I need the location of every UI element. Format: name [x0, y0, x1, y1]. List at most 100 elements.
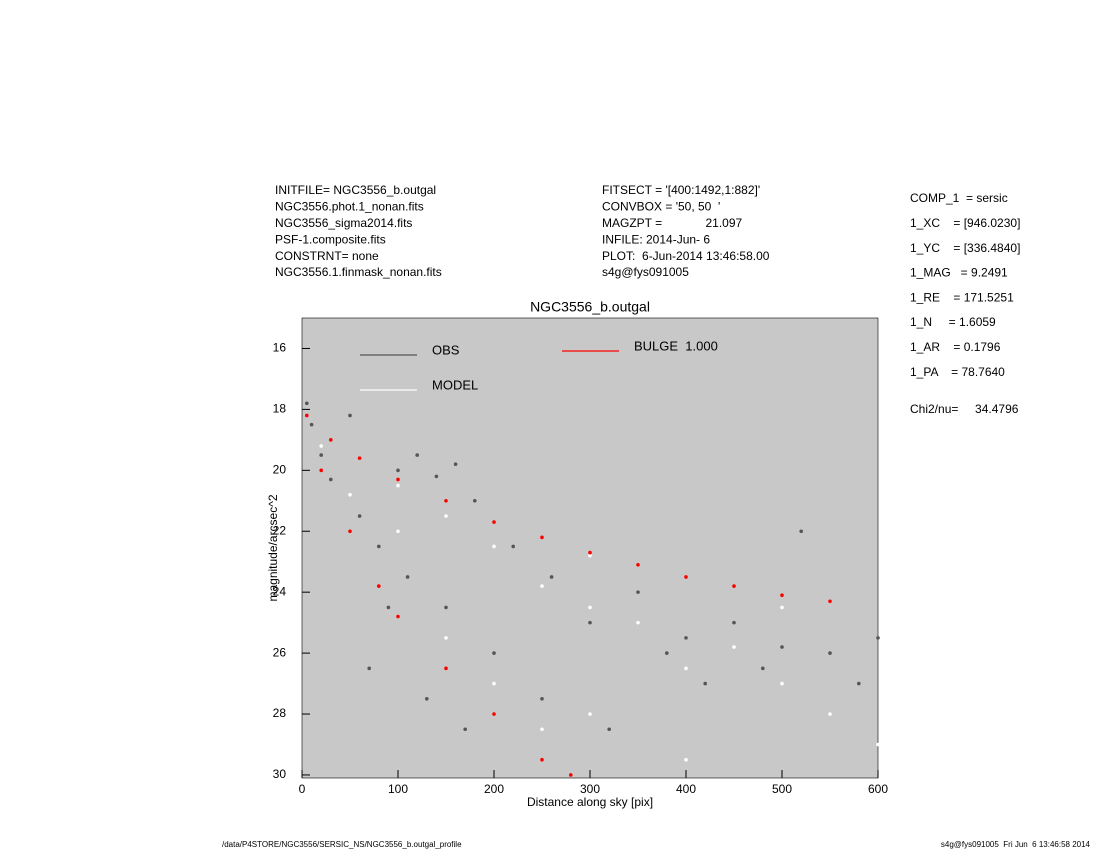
- y-tick-label: 28: [273, 706, 287, 720]
- point: [684, 636, 688, 640]
- point: [377, 544, 381, 549]
- y-tick-label: 22: [273, 523, 287, 537]
- point: [396, 468, 400, 473]
- x-tick-label: 500: [772, 782, 792, 796]
- x-axis-label: Distance along sky [pix]: [527, 795, 653, 809]
- x-tick-label: 400: [676, 782, 696, 796]
- y-tick-label: 20: [273, 462, 287, 476]
- component-param: 1_RE = 171.5251: [910, 290, 1014, 304]
- chi2: Chi2/nu= 34.4796: [910, 402, 1019, 416]
- footer-right: s4g@fys091005 Fri Jun 6 13:46:58 2014: [941, 840, 1091, 849]
- point: [348, 529, 352, 534]
- point: [492, 712, 496, 716]
- point: [348, 413, 352, 418]
- point: [444, 605, 448, 610]
- point: [348, 492, 352, 497]
- footer-left: /data/P4STORE/NGC3556/SERSIC_NS/NGC3556_…: [222, 840, 462, 849]
- point: [367, 666, 372, 671]
- point: [415, 453, 420, 457]
- point: [588, 712, 592, 716]
- component-param: 1_XC = [946.0230]: [910, 216, 1020, 230]
- x-tick-label: 0: [299, 782, 306, 796]
- y-tick-label: 30: [273, 767, 287, 781]
- point: [405, 575, 410, 579]
- x-tick-label: 100: [388, 782, 408, 796]
- point: [425, 696, 429, 701]
- point: [588, 620, 592, 625]
- point: [396, 529, 400, 534]
- header-left-line: NGC3556.phot.1_nonan.fits: [275, 200, 424, 214]
- point: [492, 651, 496, 655]
- point: [329, 438, 333, 442]
- point: [444, 498, 448, 503]
- point: [828, 651, 832, 655]
- point: [876, 636, 880, 640]
- point: [549, 575, 554, 579]
- point: [540, 584, 544, 588]
- point: [588, 553, 592, 558]
- point: [319, 453, 324, 457]
- component-param: 1_MAG = 9.2491: [910, 266, 1008, 280]
- point: [607, 727, 611, 732]
- legend-label: OBS: [432, 342, 460, 357]
- point: [473, 498, 477, 503]
- point: [780, 593, 784, 598]
- point: [540, 757, 544, 762]
- point: [588, 550, 592, 555]
- point: [732, 584, 736, 588]
- point: [732, 620, 736, 625]
- point: [799, 529, 803, 534]
- point: [636, 620, 640, 625]
- legend-label: BULGE 1.000: [634, 338, 718, 353]
- legend-label: MODEL: [432, 377, 478, 392]
- point: [684, 666, 688, 671]
- x-tick-label: 200: [484, 782, 504, 796]
- component-param: COMP_1 = sersic: [910, 191, 1008, 205]
- point: [492, 544, 496, 549]
- component-param: 1_YC = [336.4840]: [910, 241, 1020, 255]
- header-left-line: INITFILE= NGC3556_b.outgal: [275, 183, 436, 197]
- point: [540, 535, 544, 540]
- point: [357, 456, 362, 460]
- point: [492, 681, 496, 686]
- point: [396, 483, 400, 488]
- component-param: 1_N = 1.6059: [910, 315, 996, 329]
- component-param: 1_PA = 78.7640: [910, 365, 1005, 379]
- point: [780, 645, 784, 649]
- point: [329, 477, 333, 482]
- header-left-line: CONSTRNT= none: [275, 249, 379, 263]
- point: [684, 575, 688, 579]
- y-tick-label: 18: [273, 402, 287, 416]
- point: [319, 468, 324, 473]
- component-param: 1_AR = 0.1796: [910, 340, 1001, 354]
- y-tick-label: 24: [273, 584, 287, 598]
- point: [377, 584, 381, 588]
- point: [636, 562, 640, 567]
- point: [305, 413, 309, 418]
- point: [511, 544, 515, 549]
- point: [876, 742, 880, 747]
- point: [636, 590, 640, 594]
- header-left-line: NGC3556.1.finmask_nonan.fits: [275, 265, 442, 279]
- chart-title: NGC3556_b.outgal: [530, 299, 650, 315]
- point: [761, 666, 765, 671]
- point: [444, 636, 448, 640]
- plot-frame: [301, 317, 879, 779]
- point: [732, 645, 736, 649]
- point: [780, 681, 784, 686]
- header-middle-line: FITSECT = '[400:1492,1:882]': [602, 183, 760, 197]
- header-middle-line: s4g@fys091005: [602, 265, 689, 279]
- point: [453, 462, 458, 467]
- point: [396, 614, 400, 619]
- header-left-line: PSF-1.composite.fits: [275, 232, 386, 246]
- point: [828, 599, 832, 604]
- point: [305, 401, 309, 406]
- x-tick-label: 600: [868, 782, 888, 796]
- header-middle-line: MAGZPT = 21.097: [602, 216, 742, 230]
- point: [319, 444, 324, 448]
- point: [309, 422, 314, 427]
- point: [444, 666, 448, 671]
- point: [857, 681, 861, 686]
